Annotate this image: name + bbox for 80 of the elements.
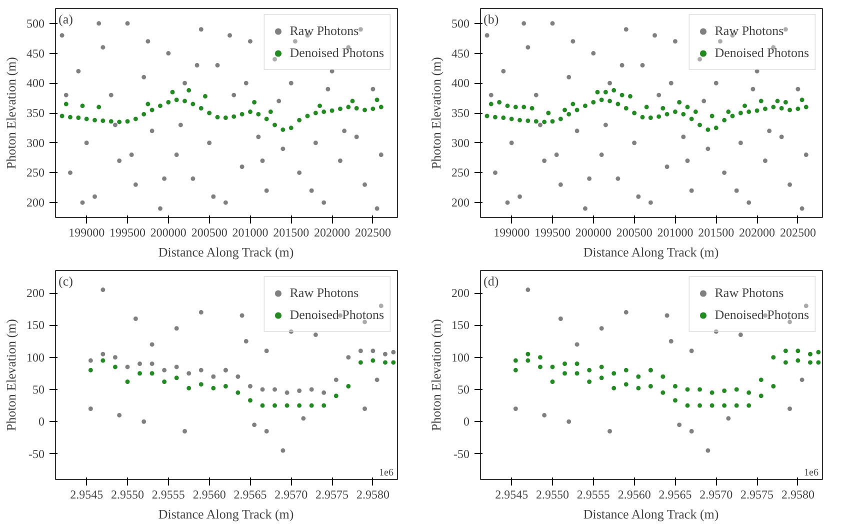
x-tick-label: 2.9575: [740, 488, 774, 502]
y-tick-label: 450: [26, 46, 44, 60]
x-tick-label: 202500: [354, 226, 391, 240]
x-tick-label: 201000: [232, 226, 268, 240]
x-tick-label: 2.9565: [234, 488, 267, 502]
x-tick-label: 2.9555: [576, 488, 610, 502]
x-tick-label: 2.9550: [111, 488, 144, 502]
x-axis-title: Distance Along Track (m): [583, 506, 719, 522]
legend-label: Raw Photons: [714, 285, 784, 301]
y-tick-label: 150: [452, 318, 470, 332]
y-tick-label: 0: [464, 414, 470, 429]
y-tick-label: 500: [452, 16, 470, 30]
y-axis-title: Photon Elevation (m): [4, 57, 18, 169]
y-tick-label: 250: [26, 166, 44, 180]
annotation: 1e6: [804, 468, 819, 478]
x-tick-label: 2.9545: [495, 488, 528, 502]
y-tick-label: 200: [26, 196, 44, 210]
y-tick-label: 100: [452, 350, 470, 364]
y-tick-label: 200: [452, 196, 470, 210]
y-tick-label: 300: [452, 136, 470, 150]
x-axis-title: Distance Along Track (m): [583, 244, 719, 260]
annotation: 1e6: [379, 468, 394, 478]
y-tick-label: 300: [26, 136, 44, 150]
y-tick-label: 350: [452, 106, 470, 120]
x-tick-label: 200500: [616, 226, 652, 240]
x-tick-label: 199500: [110, 226, 146, 240]
y-tick-label: -50: [28, 446, 45, 461]
x-tick-label: 2.9580: [356, 488, 390, 502]
x-tick-label: 201000: [657, 226, 694, 240]
x-tick-label: 2.9575: [316, 488, 349, 502]
y-tick-label: 0: [38, 414, 44, 429]
legend-label: Raw Photons: [290, 285, 359, 301]
legend-label: Denoised Photons: [290, 307, 384, 323]
y-tick-label: 100: [26, 350, 44, 364]
x-tick-label: 202000: [314, 226, 350, 240]
annotation: (c): [58, 274, 73, 288]
x-tick-label: 2.9555: [152, 488, 185, 502]
legend-label: Denoised Photons: [290, 45, 384, 61]
y-tick-label: 50: [32, 382, 44, 396]
y-tick-label: 250: [452, 166, 470, 180]
legend-label: Raw Photons: [290, 23, 359, 39]
legend-label: Denoised Photons: [714, 307, 809, 323]
legend-label: Raw Photons: [714, 23, 784, 39]
x-tick-label: 202500: [780, 226, 816, 240]
x-tick-label: 201500: [698, 226, 734, 240]
annotation: (b): [484, 12, 499, 26]
x-tick-label: 199000: [68, 226, 105, 240]
x-tick-label: 2.9580: [781, 488, 814, 502]
y-tick-label: -50: [454, 446, 470, 461]
x-axis-title: Distance Along Track (m): [158, 244, 294, 260]
x-tick-label: 202000: [739, 226, 776, 240]
y-axis-title: Photon Elevation (m): [428, 319, 444, 431]
y-tick-label: 350: [26, 106, 44, 120]
x-tick-label: 201500: [273, 226, 310, 240]
y-tick-label: 400: [26, 76, 44, 90]
y-tick-label: 500: [26, 16, 44, 30]
x-tick-label: 2.9570: [700, 488, 733, 502]
x-tick-label: 2.9565: [658, 488, 692, 502]
x-tick-label: 2.9560: [618, 488, 651, 502]
x-tick-label: 199500: [534, 226, 570, 240]
y-tick-label: 400: [452, 76, 470, 90]
y-axis-title: Photon Elevation (m): [4, 319, 18, 431]
x-tick-label: 2.9570: [274, 488, 308, 502]
annotation: (d): [484, 274, 499, 288]
y-tick-label: 50: [458, 382, 470, 396]
x-tick-label: 200000: [150, 226, 186, 240]
y-tick-label: 200: [452, 286, 470, 300]
legend-label: Denoised Photons: [714, 45, 809, 61]
annotation: (a): [58, 12, 73, 26]
x-tick-label: 199000: [494, 226, 530, 240]
y-tick-label: 200: [26, 286, 44, 300]
y-tick-label: 150: [26, 318, 44, 332]
y-axis-title: Photon Elevation (m): [428, 57, 444, 169]
x-tick-label: 200000: [575, 226, 612, 240]
x-axis-title: Distance Along Track (m): [158, 506, 294, 522]
x-tick-label: 2.9550: [536, 488, 569, 502]
x-tick-label: 200500: [191, 226, 228, 240]
x-tick-label: 2.9560: [192, 488, 226, 502]
y-tick-label: 450: [452, 46, 470, 60]
x-tick-label: 2.9545: [70, 488, 104, 502]
